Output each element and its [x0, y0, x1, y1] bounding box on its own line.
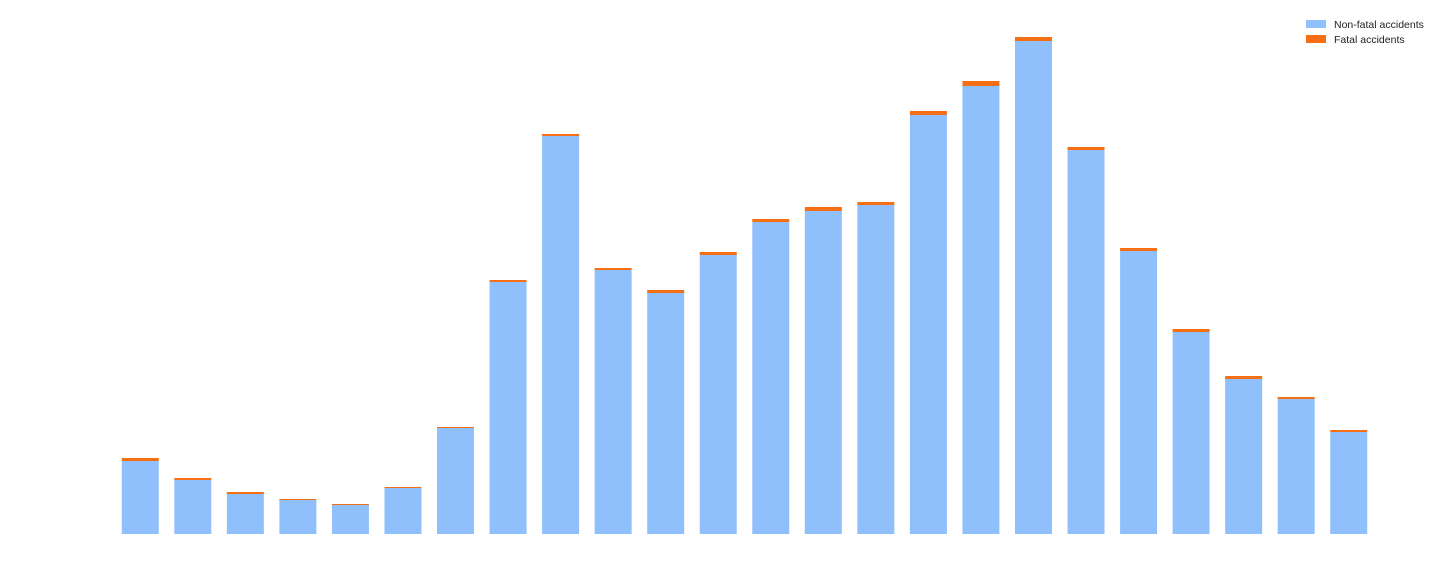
bar-non-fatal-4 — [331, 505, 369, 534]
bar-fatal-6 — [437, 427, 475, 428]
bar-fatal-15 — [909, 111, 947, 115]
bar-fatal-11 — [699, 252, 737, 255]
bar-non-fatal-21 — [1225, 379, 1263, 534]
bar-non-fatal-20 — [1172, 332, 1210, 534]
bar-fatal-23 — [1330, 430, 1368, 432]
bar-non-fatal-14 — [857, 205, 895, 534]
bar-fatal-20 — [1172, 329, 1210, 332]
bar-non-fatal-12 — [752, 222, 790, 534]
bar-fatal-7 — [489, 280, 527, 282]
bar-non-fatal-9 — [594, 270, 632, 534]
bar-fatal-9 — [594, 268, 632, 270]
bars-group — [121, 37, 1368, 534]
bar-non-fatal-17 — [1014, 41, 1052, 534]
bar-non-fatal-7 — [489, 282, 527, 534]
bar-non-fatal-11 — [699, 255, 737, 534]
bar-non-fatal-3 — [279, 500, 317, 534]
bar-fatal-22 — [1277, 397, 1315, 399]
bar-fatal-4 — [331, 504, 369, 505]
legend-swatch-1 — [1306, 35, 1326, 43]
bar-non-fatal-18 — [1067, 150, 1105, 534]
bar-non-fatal-1 — [174, 480, 212, 534]
bar-fatal-2 — [226, 492, 264, 494]
bar-non-fatal-2 — [226, 494, 264, 534]
bar-fatal-3 — [279, 499, 317, 500]
bar-fatal-1 — [174, 478, 212, 480]
bar-fatal-12 — [752, 219, 790, 222]
bar-fatal-8 — [542, 134, 580, 136]
bar-non-fatal-6 — [437, 428, 475, 534]
bar-fatal-5 — [384, 487, 422, 488]
legend: Non-fatal accidents Fatal accidents — [1306, 19, 1424, 46]
bar-fatal-13 — [804, 207, 842, 211]
bar-non-fatal-19 — [1120, 251, 1158, 534]
bar-fatal-18 — [1067, 147, 1105, 150]
bar-fatal-21 — [1225, 376, 1263, 379]
legend-label-1: Fatal accidents — [1334, 34, 1405, 46]
bar-non-fatal-23 — [1330, 432, 1368, 534]
bar-non-fatal-0 — [121, 461, 159, 534]
bar-fatal-10 — [647, 290, 685, 293]
bar-non-fatal-16 — [962, 86, 1000, 534]
legend-label-0: Non-fatal accidents — [1334, 19, 1424, 31]
bar-fatal-0 — [121, 458, 159, 461]
bar-fatal-14 — [857, 202, 895, 205]
bar-fatal-17 — [1014, 37, 1052, 41]
bar-non-fatal-8 — [542, 136, 580, 534]
bar-non-fatal-5 — [384, 488, 422, 534]
bar-non-fatal-15 — [909, 115, 947, 534]
legend-swatch-0 — [1306, 20, 1326, 28]
bar-fatal-16 — [962, 81, 1000, 86]
bar-non-fatal-10 — [647, 293, 685, 534]
bar-non-fatal-22 — [1277, 399, 1315, 534]
bar-non-fatal-13 — [804, 211, 842, 534]
bar-fatal-19 — [1120, 248, 1158, 251]
